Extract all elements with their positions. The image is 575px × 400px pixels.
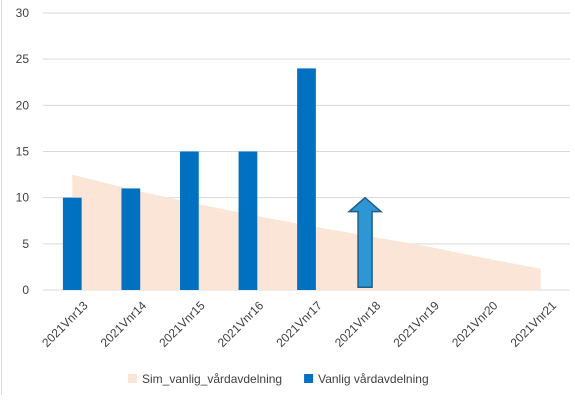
legend-label: Sim_vanlig_vårdavdelning [142, 372, 282, 386]
x-tick-label: 2021Vnr14 [98, 298, 150, 350]
x-tick-label: 2021Vnr15 [156, 298, 208, 350]
x-tick-label: 2021Vnr20 [449, 298, 501, 350]
bar-series [62, 68, 316, 291]
bar [62, 197, 82, 290]
bar [238, 151, 258, 290]
y-tick-label: 0 [22, 283, 29, 297]
x-tick-label: 2021Vnr13 [39, 298, 91, 350]
x-tick-label: 2021Vnr18 [332, 298, 384, 350]
x-tick-label: 2021Vnr17 [273, 298, 325, 350]
y-tick-label: 15 [16, 145, 30, 159]
bar [180, 151, 199, 290]
bar [121, 188, 141, 290]
annotations [347, 196, 384, 288]
y-tick-label: 20 [16, 98, 30, 112]
x-tick-label: 2021Vnr21 [508, 298, 560, 350]
x-tick-label: 2021Vnr19 [391, 298, 443, 350]
legend: Sim_vanlig_vårdavdelning Vanlig vårdavdel… [128, 372, 429, 386]
y-tick-label: 10 [16, 191, 30, 205]
up-arrow-annotation [347, 196, 384, 288]
y-axis: 0 5 10 15 20 25 30 [16, 6, 30, 297]
y-tick-label: 30 [16, 6, 30, 20]
legend-label: Vanlig vårdavdelning [318, 372, 429, 386]
legend-swatch [304, 374, 314, 383]
x-axis: 2021Vnr13 2021Vnr14 2021Vnr15 2021Vnr16 2021… [39, 298, 559, 350]
y-tick-label: 5 [22, 237, 29, 251]
bar [297, 68, 316, 291]
x-tick-label: 2021Vnr16 [215, 298, 267, 350]
y-tick-label: 25 [16, 52, 30, 66]
legend-swatch [128, 374, 137, 383]
